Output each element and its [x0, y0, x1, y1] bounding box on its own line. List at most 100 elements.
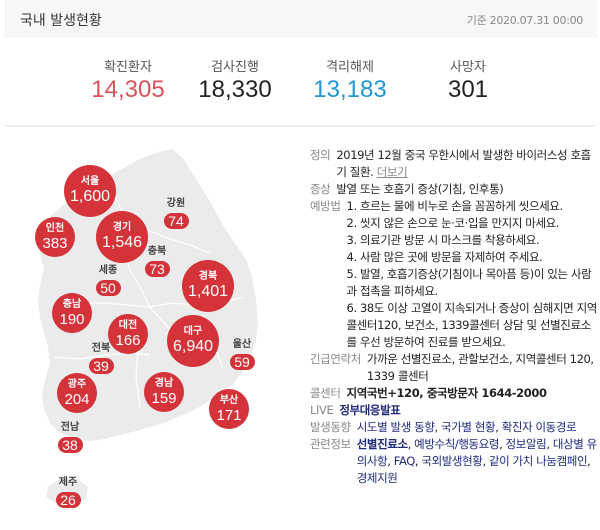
region-count: 59: [229, 354, 255, 370]
region-name: 서울: [80, 176, 100, 187]
info-label: 발생동향: [310, 420, 351, 434]
stat-label: 사망자: [450, 60, 486, 75]
region-chungnam[interactable]: 충남 190: [52, 293, 92, 333]
info-prevention: 예방법 1. 흐르는 물에 비누로 손을 꼼꼼하게 씻으세요. 2. 씻지 않은…: [310, 198, 600, 351]
region-jeju[interactable]: 제주 26: [48, 477, 88, 509]
info-label: LIVE: [310, 403, 334, 417]
info-label: 정의: [310, 148, 331, 162]
stat-label: 확진환자: [104, 60, 152, 75]
prevention-item: 5. 발열, 호흡기증상(기침이나 목아픔 등)이 있는 사람과 접촉을 피하세…: [346, 267, 592, 298]
korea-land-shape: [38, 149, 258, 505]
region-name: 부산: [219, 394, 239, 406]
region-name: 전북: [91, 343, 111, 354]
region-count: 38: [57, 437, 83, 453]
prevention-item: 2. 씻지 않은 손으로 눈·코·입을 만지지 마세요.: [346, 216, 560, 230]
region-gyeongnam[interactable]: 경남 159: [144, 372, 184, 412]
stat-value: 14,305: [91, 76, 165, 103]
info-trends: 발생동향 시도별 발생 동향, 국가별 현황, 확진자 이동경로: [310, 420, 577, 434]
region-ulsan[interactable]: 울산 59: [222, 339, 262, 371]
region-name: 인천: [45, 222, 65, 234]
stat-confirmed: 확진환자 14,305: [68, 56, 188, 104]
stat-value: 18,330: [198, 76, 272, 103]
related-link-faq[interactable]: FAQ: [393, 454, 415, 468]
related-link-campaign[interactable]: 같이 가치 나눔캠페인: [489, 454, 588, 468]
region-gyeonggi[interactable]: 경기 1,546: [96, 211, 148, 263]
related-link-precautions[interactable]: 대상별 유의사항: [356, 437, 597, 468]
region-count: 204: [64, 390, 90, 408]
region-name: 제주: [58, 477, 78, 488]
related-link-guidelines[interactable]: 예방수칙/행동요령: [414, 437, 500, 451]
region-count: 190: [59, 310, 85, 328]
region-daegu[interactable]: 대구 6,940: [167, 315, 219, 367]
region-count: 73: [144, 261, 170, 277]
trend-link-regional[interactable]: 시도별 발생 동향: [356, 420, 435, 434]
info-panel: 정의 2019년 12월 중국 우한시에서 발생한 바이러스성 호흡기 질환. …: [310, 147, 600, 487]
symptoms-text: 발열 또는 호흡기 증상(기침, 인후통): [336, 182, 504, 196]
region-sejong[interactable]: 세종 50: [88, 265, 128, 297]
definition-text: 2019년 12월 중국 우한시에서 발생한 바이러스성 호흡기 질환.: [336, 148, 591, 179]
region-name: 경기: [112, 222, 132, 233]
related-link-notices[interactable]: 정보알림: [505, 437, 547, 451]
trend-link-country[interactable]: 국가별 현황: [441, 420, 496, 434]
callcenter-text: 지역국번+120, 중국방문자 1644-2000: [346, 386, 547, 400]
prevention-item: 3. 의료기관 방문 시 마스크를 착용하세요.: [346, 233, 540, 247]
region-count: 26: [55, 492, 81, 508]
info-live: LIVE 정부대응발표: [310, 402, 600, 419]
stat-testing: 검사진행 18,330: [175, 56, 295, 104]
info-label: 증상: [310, 182, 331, 196]
more-link[interactable]: 더보기: [376, 165, 408, 179]
region-jeonnam[interactable]: 전남 38: [50, 422, 90, 454]
related-link-overseas[interactable]: 국외발생현황: [421, 454, 483, 468]
stat-label: 격리해제: [326, 60, 374, 75]
info-callcenter: 콜센터 지역국번+120, 중국방문자 1644-2000: [310, 385, 600, 402]
region-daejeon[interactable]: 대전 166: [108, 314, 148, 354]
region-count: 159: [151, 389, 177, 407]
stats-summary: 확진환자 14,305 검사진행 18,330 격리해제 13,183 사망자 …: [0, 56, 600, 116]
region-count: 6,940: [172, 338, 214, 355]
region-count: 1,546: [101, 234, 143, 251]
region-seoul[interactable]: 서울 1,600: [64, 165, 116, 217]
info-label: 콜센터: [310, 386, 341, 400]
prevention-item: 4. 사람 많은 곳에 방문을 자제하여 주세요.: [346, 250, 543, 264]
region-name: 경남: [154, 377, 174, 389]
region-count: 50: [95, 280, 121, 296]
live-briefing-link[interactable]: 정부대응발표: [339, 403, 401, 417]
region-name: 강원: [166, 198, 186, 209]
region-busan[interactable]: 부산 171: [209, 389, 249, 429]
region-incheon[interactable]: 인천 383: [35, 217, 75, 257]
region-name: 세종: [98, 265, 118, 276]
trend-link-route[interactable]: 확진자 이동경로: [501, 420, 577, 434]
region-name: 충남: [62, 298, 82, 310]
region-gangwon[interactable]: 강원 74: [156, 198, 196, 230]
region-count: 1,600: [69, 188, 111, 205]
region-count: 1,401: [187, 283, 229, 300]
prevention-item: 1. 흐르는 물에 비누로 손을 꼼꼼하게 씻으세요.: [346, 199, 564, 213]
region-jeonbuk[interactable]: 전북 39: [81, 343, 121, 375]
stat-released: 격리해제 13,183: [290, 56, 410, 104]
region-chungbuk[interactable]: 충북 73: [137, 246, 177, 278]
section-title: 국내 발생현황: [20, 13, 102, 29]
region-name: 대구: [183, 326, 203, 337]
info-symptoms: 증상 발열 또는 호흡기 증상(기침, 인후통): [310, 181, 600, 198]
divider: [4, 125, 596, 127]
stat-value: 301: [447, 76, 489, 103]
region-count: 39: [88, 358, 114, 374]
region-name: 충북: [147, 246, 167, 257]
stat-deaths: 사망자 301: [408, 56, 528, 104]
info-label: 긴급연락처: [310, 352, 361, 366]
region-name: 광주: [67, 378, 87, 390]
info-emergency: 긴급연락처 가까운 선별진료소, 관할보건소, 지역콜센터 120, 1339 …: [310, 351, 600, 385]
region-count: 383: [42, 234, 68, 252]
related-link-economic[interactable]: 경제지원: [356, 471, 398, 485]
prevention-item: 6. 38도 이상 고열이 지속되거나 증상이 심해지면 지역콜센터120, 보…: [346, 301, 598, 349]
related-link-screening[interactable]: 선별진료소: [356, 437, 408, 451]
region-count: 166: [115, 331, 141, 349]
info-related: 관련정보 선별진료소, 예방수칙/행동요령, 정보알림, 대상별 유의사항, F…: [310, 437, 597, 485]
region-name: 전남: [60, 422, 80, 433]
stat-label: 검사진행: [211, 60, 259, 75]
info-label: 관련정보: [310, 437, 351, 451]
region-gwangju[interactable]: 광주 204: [57, 373, 97, 413]
region-gyeongbuk[interactable]: 경북 1,401: [182, 260, 234, 312]
region-name: 울산: [232, 339, 252, 350]
info-definition: 정의 2019년 12월 중국 우한시에서 발생한 바이러스성 호흡기 질환. …: [310, 147, 600, 181]
